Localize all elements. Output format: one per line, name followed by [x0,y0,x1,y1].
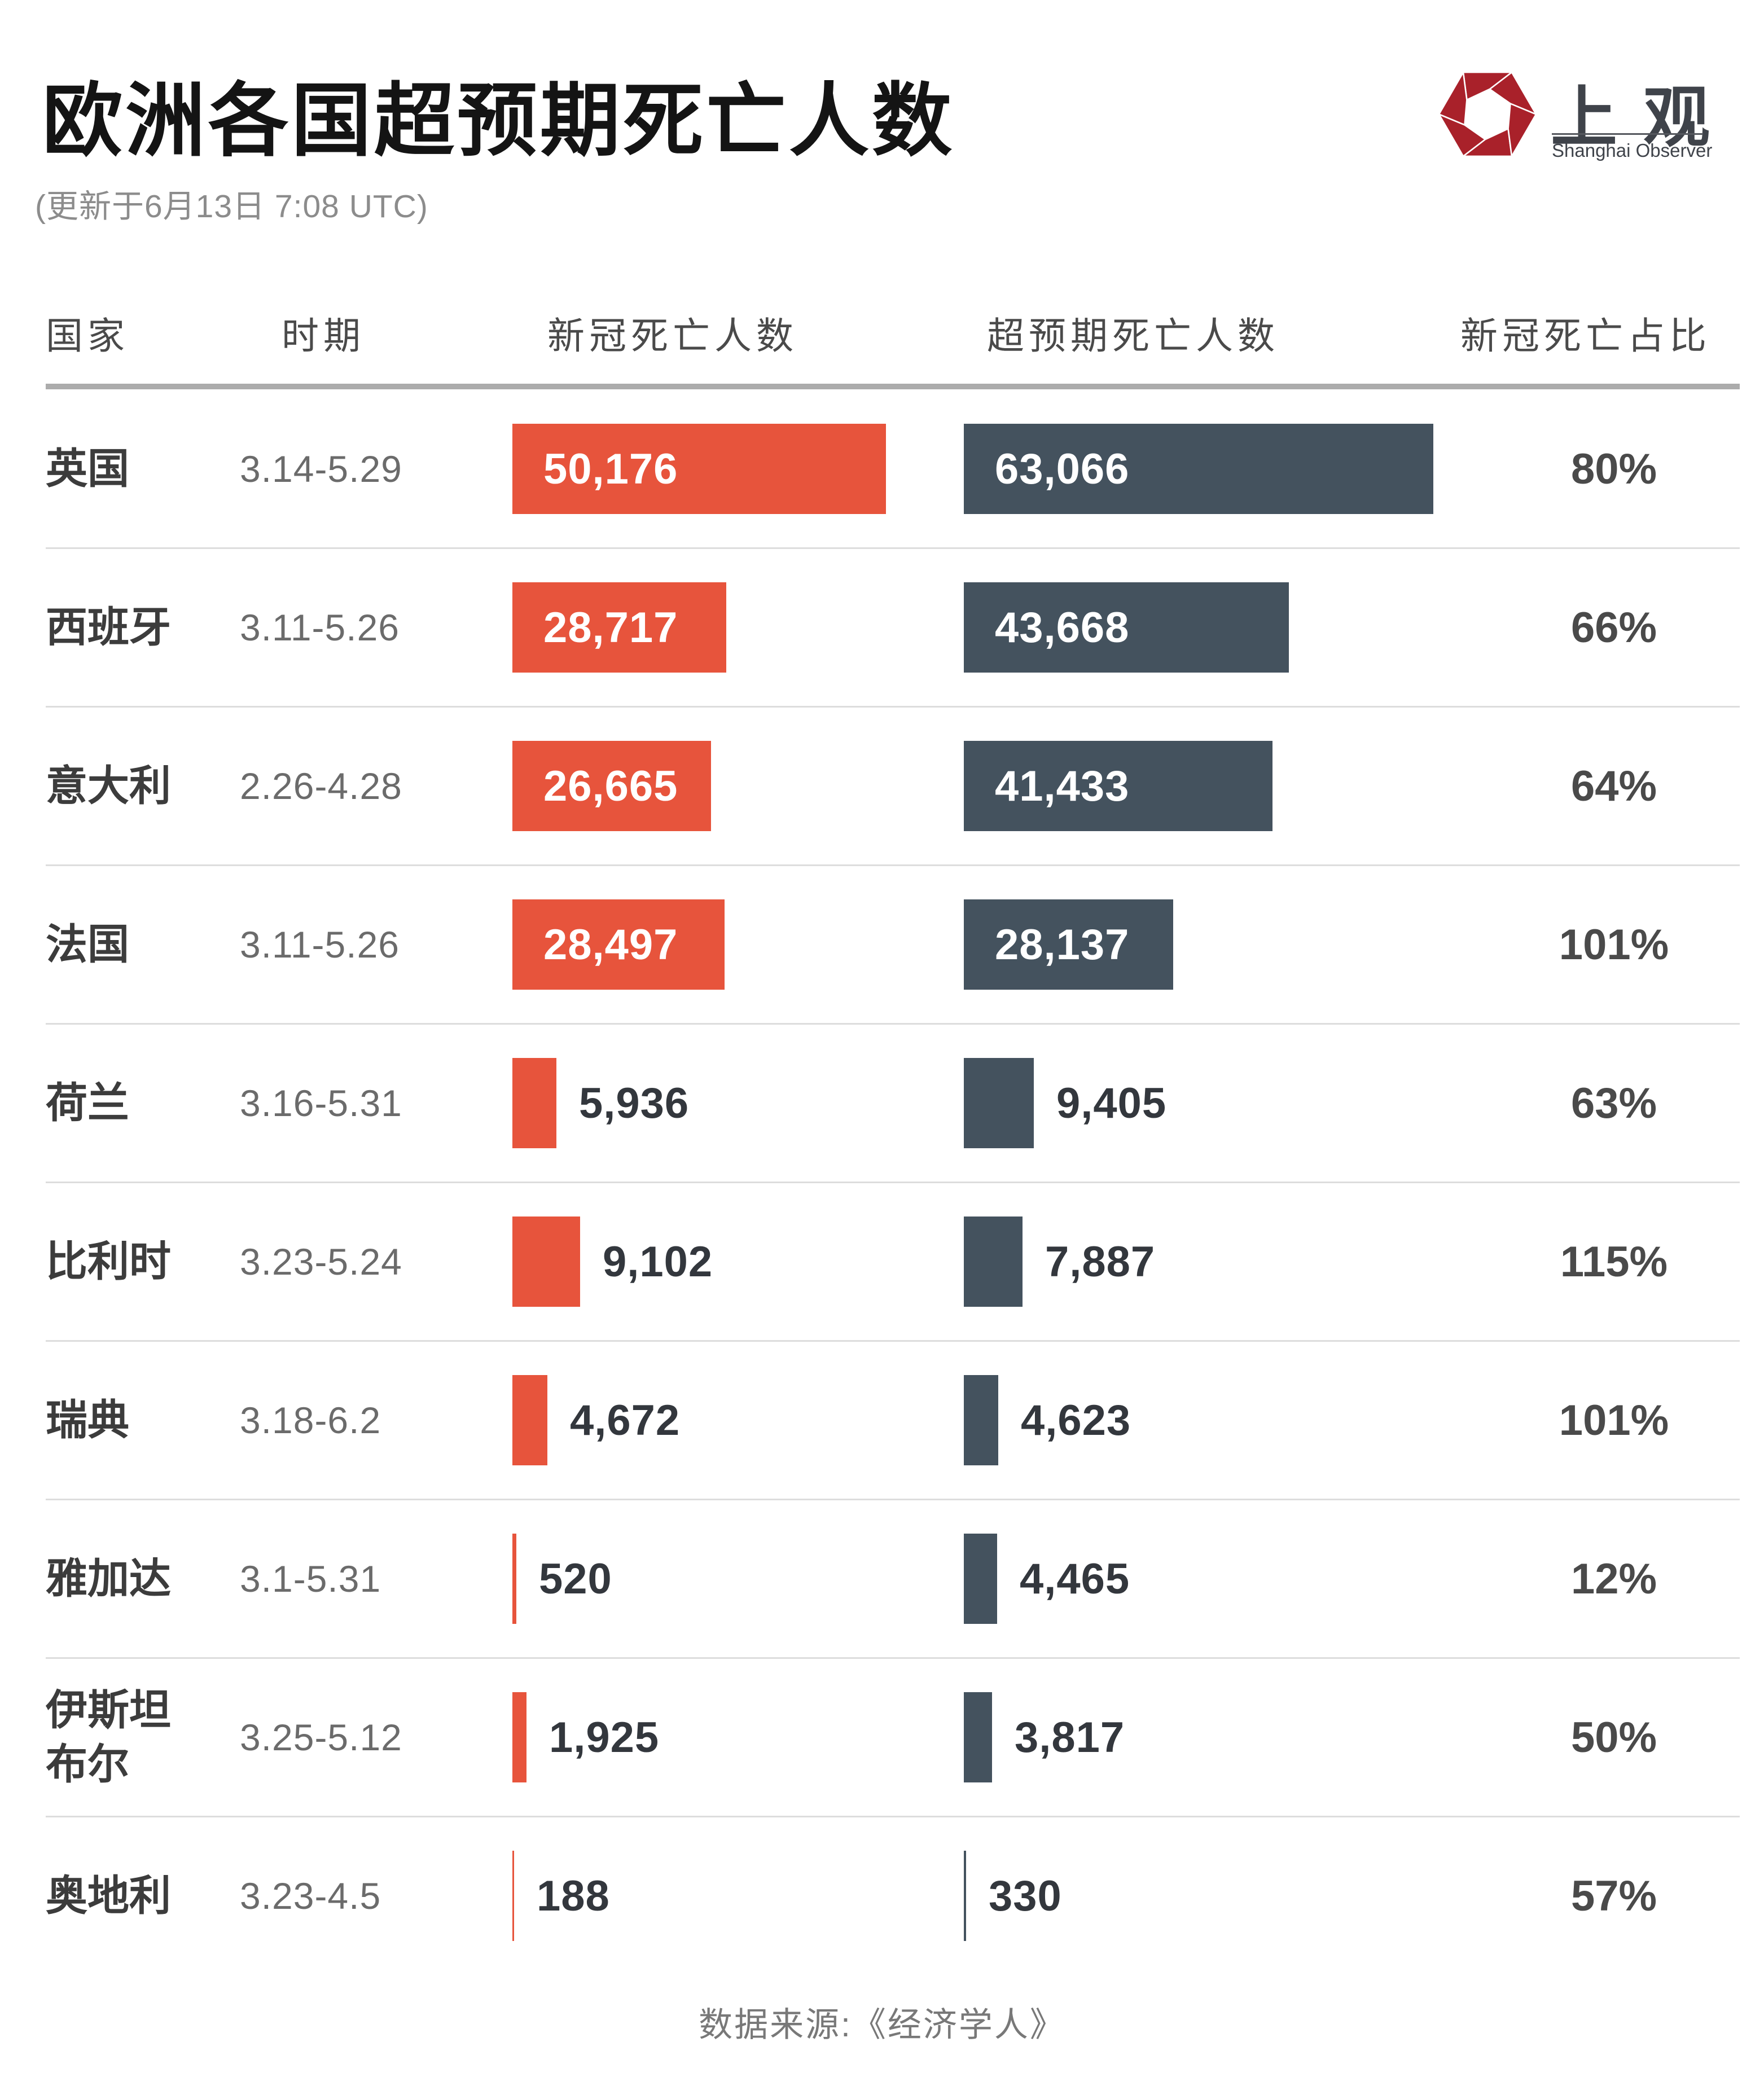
country-label: 西班牙 [46,603,171,651]
period-label: 3.1-5.31 [240,1558,381,1600]
country-label: 意大利 [46,762,171,809]
covid-deaths-value: 28,497 [543,920,678,969]
excess-deaths-bar [964,424,1433,514]
excess-deaths-bar [964,1375,998,1465]
country-label: 瑞典 [46,1396,129,1443]
table-header-row: 国家 时期 新冠死亡人数 超预期死亡人数 新冠死亡占比 [46,306,1740,360]
excess-deaths-value: 4,623 [1021,1396,1131,1444]
covid-share-value: 50% [1570,1713,1657,1762]
table-row: 比利时 3.23-5.24 9,102 7,887 115% [46,1183,1740,1342]
table-row: 雅加达 3.1-5.31 520 4,465 12% [46,1500,1740,1659]
table-row: 英国 3.14-5.29 50,176 63,066 80% [46,390,1740,549]
header-underline [46,384,1740,389]
covid-share-value: 101% [1559,920,1669,969]
covid-deaths-value: 520 [539,1554,612,1603]
table-row: 奥地利 3.23-4.5 188 330 57% [46,1817,1740,1974]
country-label: 荷兰 [46,1079,129,1126]
covid-deaths-value: 9,102 [603,1237,713,1286]
covid-deaths-bar [512,1534,516,1624]
table-row: 瑞典 3.18-6.2 4,672 4,623 101% [46,1342,1740,1500]
excess-deaths-value: 43,668 [995,603,1130,652]
covid-deaths-bar [512,741,711,831]
logo-divider [1552,133,1703,135]
country-label: 英国 [46,445,129,492]
covid-share-value: 63% [1570,1079,1657,1127]
covid-share-value: 12% [1570,1554,1657,1603]
covid-deaths-value: 188 [537,1872,610,1920]
logo-cn-text: 上观 [1551,81,1736,155]
covid-deaths-value: 26,665 [543,762,678,810]
period-label: 3.14-5.29 [240,448,402,490]
country-label: 比利时 [46,1237,171,1285]
period-label: 3.25-5.12 [240,1716,402,1758]
excess-deaths-bar [964,741,1272,831]
excess-deaths-value: 9,405 [1056,1079,1167,1127]
table-row: 伊斯坦布尔 3.25-5.12 1,925 3,817 50% [46,1659,1740,1817]
excess-deaths-value: 41,433 [995,762,1130,810]
period-label: 3.11-5.26 [240,924,400,965]
covid-deaths-bar [512,582,726,673]
table-body: 英国 3.14-5.29 50,176 63,066 80% 西班牙 3.11-… [46,390,1740,1974]
excess-deaths-bar [964,1534,997,1624]
country-label: 奥地利 [46,1872,171,1919]
covid-deaths-bar [512,424,886,514]
excess-deaths-value: 4,465 [1020,1554,1130,1603]
period-label: 3.23-5.24 [240,1241,402,1283]
covid-share-value: 57% [1570,1872,1657,1920]
covid-deaths-value: 4,672 [570,1396,681,1444]
table-row: 意大利 2.26-4.28 26,665 41,433 64% [46,708,1740,866]
excess-deaths-bar [964,582,1289,673]
col-header-covid-share: 新冠死亡占比 [1460,315,1711,357]
period-label: 3.18-6.2 [240,1399,381,1441]
excess-deaths-value: 7,887 [1045,1237,1156,1286]
covid-deaths-bar [512,1692,526,1782]
country-label: 雅加达 [46,1554,171,1602]
col-header-covid-deaths: 新冠死亡人数 [547,315,798,357]
covid-deaths-bar [512,1851,514,1941]
excess-deaths-bar [964,1058,1034,1148]
excess-deaths-bar [964,899,1173,990]
logo-en-text: Shanghai Observer [1552,140,1713,161]
covid-deaths-bar [512,899,725,990]
excess-deaths-bar [964,1217,1023,1307]
table-row: 法国 3.11-5.26 28,497 28,137 101% [46,866,1740,1025]
period-label: 3.23-4.5 [240,1875,381,1917]
shanghai-observer-logo: 上观 Shanghai Observer [1438,67,1743,168]
period-label: 2.26-4.28 [240,765,402,807]
covid-deaths-bar [512,1058,556,1148]
covid-share-value: 115% [1560,1237,1668,1286]
excess-deaths-value: 3,817 [1015,1713,1125,1762]
covid-deaths-bar [512,1375,547,1465]
table-row: 西班牙 3.11-5.26 28,717 43,668 66% [46,549,1740,708]
excess-deaths-value: 28,137 [995,920,1130,969]
period-label: 3.16-5.31 [240,1082,402,1124]
covid-deaths-value: 28,717 [543,603,678,652]
excess-deaths-bar [964,1692,992,1782]
table-row: 荷兰 3.16-5.31 5,936 9,405 63% [46,1025,1740,1183]
period-label: 3.11-5.26 [240,607,400,648]
covid-deaths-value: 50,176 [543,445,678,493]
covid-deaths-bar [512,1217,580,1307]
covid-share-value: 80% [1570,445,1657,493]
covid-share-value: 101% [1559,1396,1669,1444]
country-label: 伊斯坦布尔 [46,1686,171,1788]
aperture-hexagon-icon [1438,71,1537,157]
update-timestamp: (更新于6月13日 7:08 UTC) [35,188,428,225]
covid-deaths-value: 5,936 [579,1079,690,1127]
covid-share-value: 66% [1570,603,1657,652]
col-header-excess-deaths: 超预期死亡人数 [987,315,1279,357]
col-header-country: 国家 [46,315,129,357]
excess-deaths-value: 330 [989,1872,1062,1920]
excess-deaths-bar [964,1851,966,1941]
country-label: 法国 [46,920,129,968]
col-header-period: 时期 [282,315,365,357]
data-source: 数据来源:《经济学人》 [699,2006,1065,2044]
covid-deaths-value: 1,925 [549,1713,660,1762]
page-title: 欧洲各国超预期死亡人数 [42,76,955,166]
excess-deaths-value: 63,066 [995,445,1130,493]
covid-share-value: 64% [1570,762,1657,810]
